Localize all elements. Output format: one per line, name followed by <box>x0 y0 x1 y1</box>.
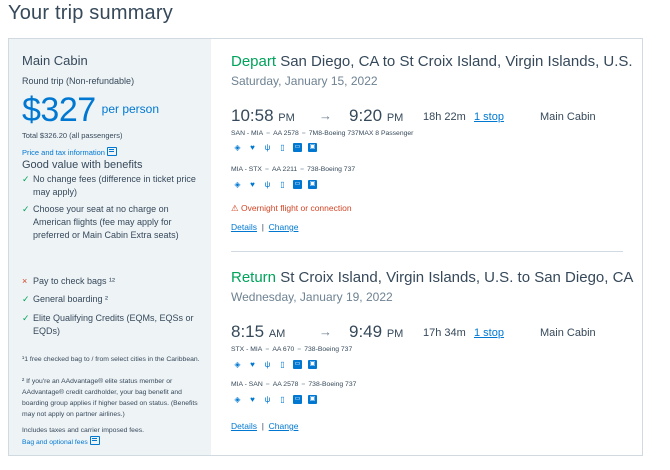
segment-info: MIA - STX = AA 2211 = 738-Boeing 737 <box>231 166 356 173</box>
segment-info: SAN - MIA = AA 2578 = 7M8-Boeing 737MAX 8 Pa… <box>231 130 414 137</box>
price-tax-link[interactable]: Price and tax information <box>22 142 117 160</box>
cabin-class: Main Cabin <box>540 327 596 339</box>
wifi-icon: ◈ <box>234 360 241 369</box>
arrival-time: 9:49 PM <box>349 322 404 341</box>
itinerary-panel: Depart San Diego, CA to St Croix Island,… <box>211 39 642 455</box>
arrow-right-icon: → <box>319 324 332 339</box>
app-icon: ▣ <box>308 143 317 152</box>
mobile-icon: ▯ <box>280 360 285 369</box>
price-amount: $327 <box>22 91 96 129</box>
flight-duration: 18h 22m <box>423 111 466 123</box>
benefit-text: General boarding ² <box>33 294 109 304</box>
app-icon: ▣ <box>308 180 317 189</box>
stops-link[interactable]: 1 stop <box>474 327 504 339</box>
depart-route: San Diego, CA to St Croix Island, Virgin… <box>280 53 633 70</box>
tv-icon: ▭ <box>293 395 302 404</box>
return-route: St Croix Island, Virgin Islands, U.S. to… <box>280 269 634 286</box>
tv-icon: ▭ <box>293 180 302 189</box>
tv-icon: ▭ <box>293 360 302 369</box>
depart-heading: Depart San Diego, CA to St Croix Island,… <box>231 53 633 70</box>
trip-summary-card: Main Cabin Round trip (Non-refundable) $… <box>8 38 643 456</box>
mobile-icon: ▯ <box>280 143 285 152</box>
cabin-class: Main Cabin <box>540 111 596 123</box>
warning-icon: ⚠ <box>231 203 239 213</box>
footnote-1: ¹1 free checked bag to / from select cit… <box>22 356 200 363</box>
fees-note: Includes taxes and carrier imposed fees. <box>22 427 145 434</box>
check-icon: ✓ <box>22 294 30 304</box>
depart-date: Saturday, January 15, 2022 <box>231 74 378 88</box>
entertainment-icon: ♥ <box>250 180 255 189</box>
segment-info: MIA - SAN = AA 2578 = 738-Boeing 737 <box>231 381 357 388</box>
check-icon: ✓ <box>22 174 30 184</box>
benefit-text: Elite Qualifying Credits (EQMs, EQSs or … <box>33 313 194 336</box>
power-icon: ψ <box>264 180 271 189</box>
fare-sidebar: Main Cabin Round trip (Non-refundable) $… <box>9 39 211 455</box>
trip-type: Round trip (Non-refundable) <box>22 76 135 86</box>
change-link[interactable]: Change <box>268 421 299 431</box>
arrival-time: 9:20 PM <box>349 106 404 125</box>
page-title: Your trip summary <box>8 2 173 24</box>
footnote-2: ² If you're an AAdvantage® elite status … <box>22 378 198 418</box>
check-icon: ✓ <box>22 204 30 214</box>
depart-links: Details | Change <box>231 222 299 232</box>
segment-info: STX - MIA = AA 670 = 738-Boeing 737 <box>231 346 353 353</box>
popup-icon <box>89 436 100 445</box>
details-link[interactable]: Details <box>231 222 257 232</box>
arrow-right-icon: → <box>319 108 332 123</box>
power-icon: ψ <box>264 395 271 404</box>
power-icon: ψ <box>264 143 271 152</box>
depart-keyword: Depart <box>231 53 277 70</box>
wifi-icon: ◈ <box>234 180 241 189</box>
total-price: Total $326.20 (all passengers) <box>22 131 123 140</box>
change-link[interactable]: Change <box>268 222 299 232</box>
entertainment-icon: ♥ <box>250 395 255 404</box>
app-icon: ▣ <box>308 395 317 404</box>
flight-duration: 17h 34m <box>423 327 466 339</box>
mobile-icon: ▯ <box>280 395 285 404</box>
return-heading: Return St Croix Island, Virgin Islands, … <box>231 269 633 286</box>
departure-time: 8:15 AM <box>231 322 286 341</box>
app-icon: ▣ <box>308 360 317 369</box>
departure-time: 10:58 PM <box>231 106 295 125</box>
bag-fees-link-label[interactable]: Bag and optional fees <box>22 439 88 446</box>
price-per-person: $327 per person <box>22 91 159 130</box>
bag-fees-link[interactable]: Bag and optional fees <box>22 436 202 448</box>
benefit-text: Choose your seat at no charge on America… <box>33 204 179 240</box>
return-keyword: Return <box>231 269 277 286</box>
overnight-warning: ⚠ Overnight flight or connection <box>231 203 352 214</box>
cabin-name: Main Cabin <box>22 53 88 68</box>
price-unit: per person <box>101 102 160 116</box>
mobile-icon: ▯ <box>280 180 285 189</box>
divider <box>231 251 623 252</box>
power-icon: ψ <box>264 360 271 369</box>
tv-icon: ▭ <box>293 143 302 152</box>
benefit-text: Pay to check bags ¹² <box>33 276 116 286</box>
price-tax-link-label[interactable]: Price and tax information <box>22 148 105 157</box>
stops-link[interactable]: 1 stop <box>474 111 504 123</box>
entertainment-icon: ♥ <box>250 360 255 369</box>
warning-text: Overnight flight or connection <box>241 203 352 213</box>
benefits-title: Good value with benefits <box>22 159 143 171</box>
popup-icon <box>106 147 117 156</box>
benefit-text: No change fees (difference in ticket pri… <box>33 174 196 197</box>
wifi-icon: ◈ <box>234 143 241 152</box>
details-link[interactable]: Details <box>231 421 257 431</box>
entertainment-icon: ♥ <box>250 143 255 152</box>
return-links: Details | Change <box>231 421 299 431</box>
return-date: Wednesday, January 19, 2022 <box>231 290 393 304</box>
wifi-icon: ◈ <box>234 395 241 404</box>
check-icon: ✓ <box>22 313 30 323</box>
x-icon: × <box>22 276 28 286</box>
